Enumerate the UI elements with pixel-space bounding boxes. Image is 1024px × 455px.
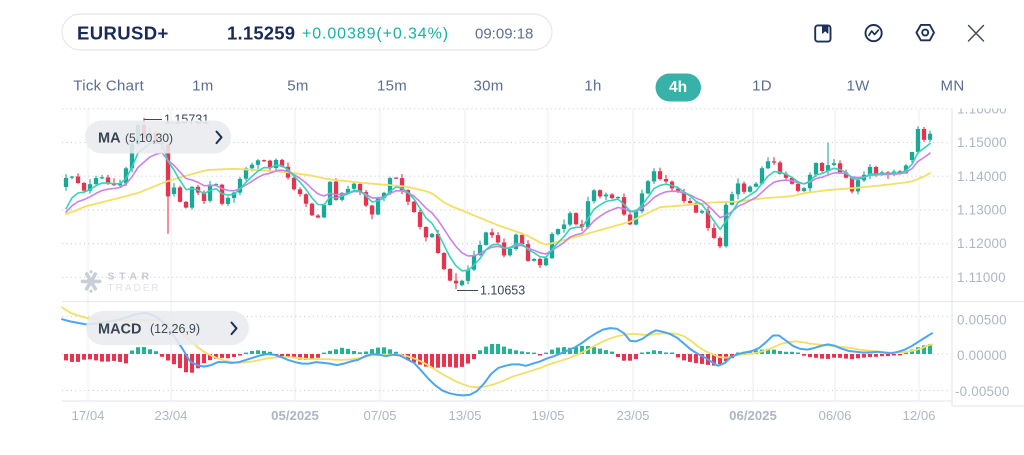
svg-text:07/05: 07/05 <box>363 408 396 423</box>
svg-text:1.10653: 1.10653 <box>480 284 525 298</box>
svg-text:EURUSD+: EURUSD+ <box>77 23 169 44</box>
svg-text:1h: 1h <box>584 78 601 95</box>
svg-text:30m: 30m <box>473 78 503 95</box>
svg-text:MN: MN <box>941 78 965 95</box>
svg-text:4h: 4h <box>669 79 687 96</box>
svg-text:1.16000: 1.16000 <box>957 101 1007 116</box>
svg-text:+0.00389(+0.34%): +0.00389(+0.34%) <box>302 26 449 43</box>
svg-text:1W: 1W <box>846 78 870 95</box>
svg-text:23/05: 23/05 <box>616 408 649 423</box>
svg-text:15m: 15m <box>377 78 407 95</box>
svg-text:17/04: 17/04 <box>71 408 104 423</box>
svg-text:1.13000: 1.13000 <box>957 203 1007 218</box>
svg-text:19/05: 19/05 <box>531 408 564 423</box>
svg-text:1D: 1D <box>752 78 772 95</box>
svg-text:TRADER: TRADER <box>108 283 161 294</box>
svg-text:Tick Chart: Tick Chart <box>73 78 144 95</box>
svg-text:1m: 1m <box>192 78 213 95</box>
svg-text:0.00500: 0.00500 <box>957 312 1007 327</box>
svg-text:05/2025: 05/2025 <box>271 408 319 423</box>
svg-text:0.00000: 0.00000 <box>957 348 1007 363</box>
svg-text:MA: MA <box>98 131 121 147</box>
svg-text:1.12000: 1.12000 <box>957 236 1007 251</box>
svg-text:(5,10,30): (5,10,30) <box>125 131 173 145</box>
svg-text:12/06: 12/06 <box>902 408 935 423</box>
svg-text:1.15000: 1.15000 <box>957 135 1007 150</box>
svg-text:(12,26,9): (12,26,9) <box>150 322 200 336</box>
svg-text:06/2025: 06/2025 <box>729 408 777 423</box>
svg-text:1.11000: 1.11000 <box>957 270 1006 285</box>
svg-text:-0.00500: -0.00500 <box>955 384 1009 399</box>
svg-text:13/05: 13/05 <box>448 408 481 423</box>
svg-text:09:09:18: 09:09:18 <box>475 26 533 43</box>
svg-text:5m: 5m <box>287 78 308 95</box>
svg-text:MACD: MACD <box>98 322 142 338</box>
svg-text:23/04: 23/04 <box>154 408 187 423</box>
svg-text:STAR: STAR <box>108 271 154 283</box>
svg-text:06/06: 06/06 <box>818 408 851 423</box>
svg-text:1.15259: 1.15259 <box>227 23 295 44</box>
svg-text:1.14000: 1.14000 <box>957 169 1007 184</box>
